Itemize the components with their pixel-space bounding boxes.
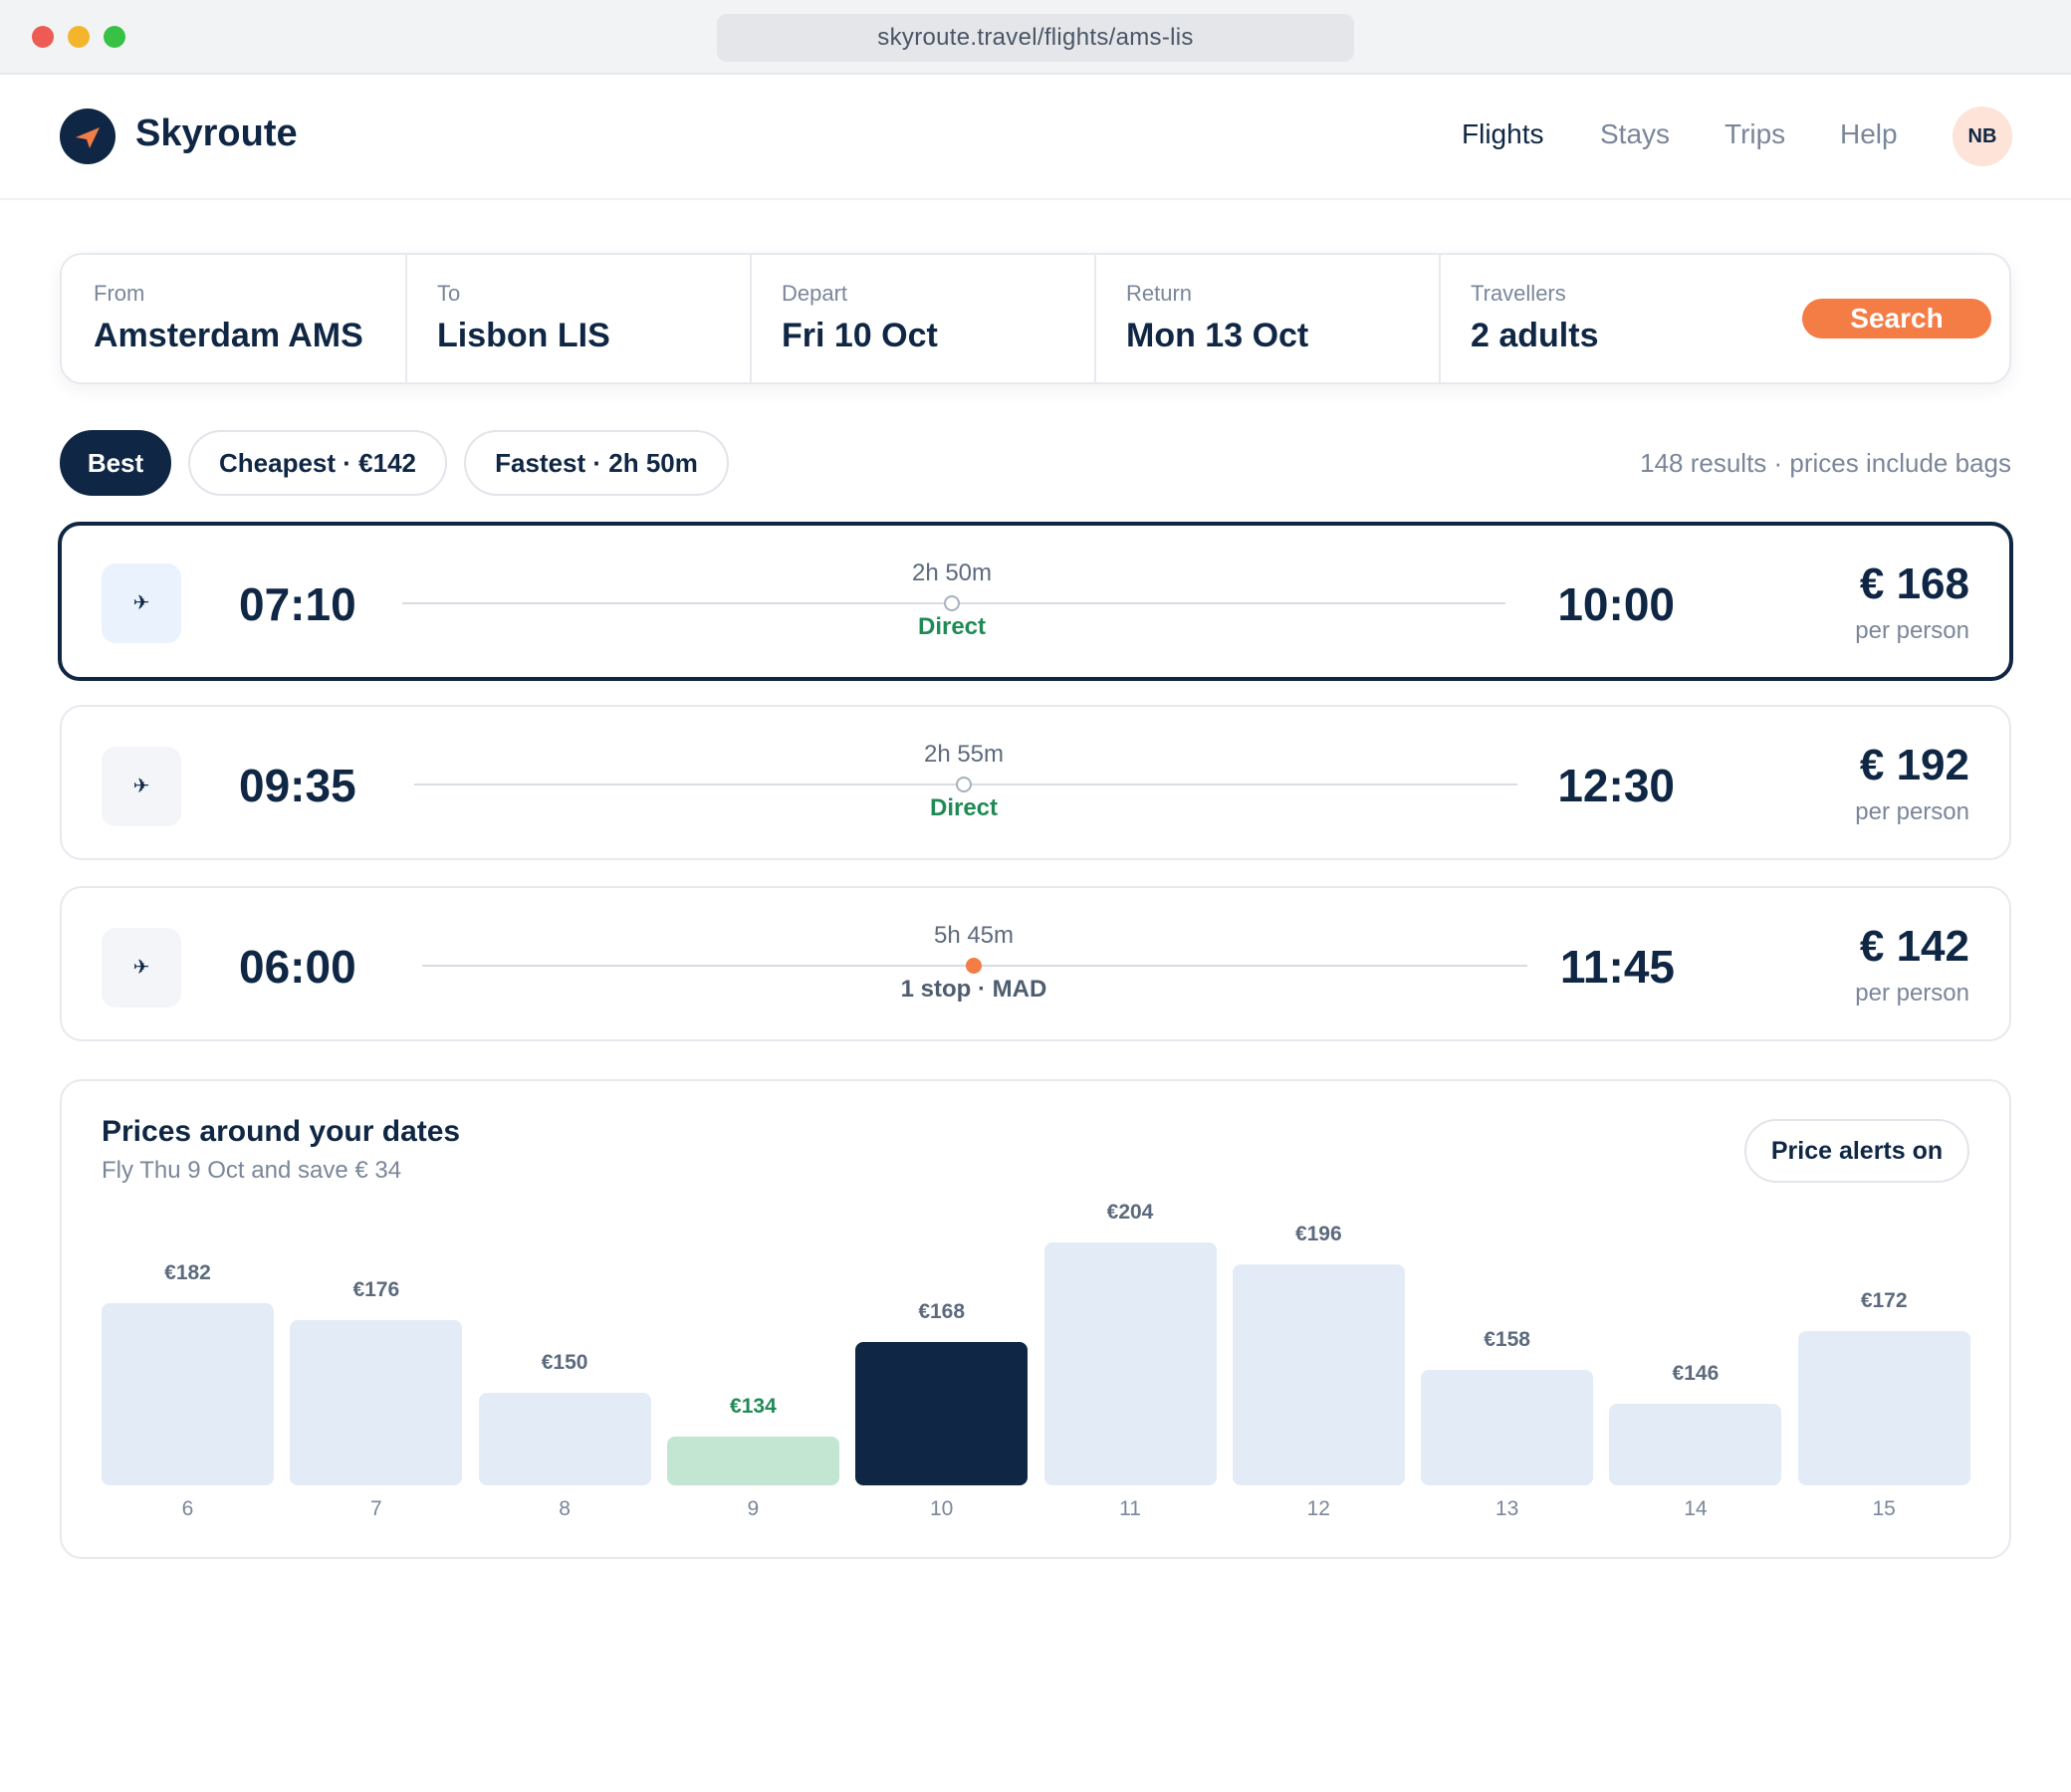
- day-label: 6: [181, 1497, 194, 1520]
- to-label: To: [437, 281, 461, 306]
- airplane-icon: ✈: [102, 747, 181, 826]
- price-bar[interactable]: [855, 1342, 1029, 1485]
- bar-price-label: €196: [1294, 1223, 1342, 1246]
- tab-cheapest[interactable]: Cheapest · €142: [188, 430, 447, 496]
- arrival-time: 11:45: [1559, 941, 1675, 993]
- flight-price: € 168: [1859, 560, 1969, 608]
- price-bar[interactable]: [290, 1319, 463, 1485]
- flight-duration: 2h 55m: [923, 741, 1005, 768]
- day-label: 9: [747, 1497, 760, 1520]
- flight-card[interactable]: ✈ 06:00 5h 45m 1 stop · MAD 11:45 € 142 …: [60, 886, 2011, 1041]
- travellers-field[interactable]: Travellers 2 adults: [1439, 255, 1777, 382]
- maximize-window-button[interactable]: [104, 26, 125, 48]
- from-field[interactable]: From Amsterdam AMS: [62, 255, 405, 382]
- results-count: 148 results · prices include bags: [1640, 448, 2011, 478]
- search-bar: From Amsterdam AMS To Lisbon LIS Depart …: [60, 253, 2011, 384]
- calendar-subtitle: Fly Thu 9 Oct and save € 34: [102, 1157, 402, 1184]
- price-unit: per person: [1855, 798, 1969, 825]
- bar-price-label: €146: [1672, 1361, 1720, 1385]
- day-label: 8: [559, 1497, 571, 1520]
- address-bar[interactable]: skyroute.travel/flights/ams-lis: [717, 14, 1354, 62]
- arrival-time: 10:00: [1557, 578, 1675, 630]
- airplane-icon: ✈: [102, 563, 181, 643]
- day-label: 15: [1872, 1497, 1896, 1520]
- from-value: Amsterdam AMS: [94, 317, 363, 354]
- site-header: Skyroute Flights Stays Trips Help NB: [0, 77, 2071, 200]
- brand-name[interactable]: Skyroute: [135, 112, 298, 154]
- departure-time: 07:10: [239, 578, 356, 630]
- depart-field[interactable]: Depart Fri 10 Oct: [750, 255, 1094, 382]
- bar-price-label: €182: [164, 1261, 211, 1285]
- flight-duration: 2h 50m: [911, 560, 993, 586]
- day-label: 7: [369, 1497, 382, 1520]
- price-bar[interactable]: [1609, 1403, 1782, 1485]
- stops-info: 1 stop · MAD: [900, 976, 1047, 1003]
- avatar[interactable]: NB: [1953, 107, 2012, 166]
- depart-label: Depart: [782, 281, 848, 306]
- return-value: Mon 13 Oct: [1126, 317, 1309, 354]
- nav-stays[interactable]: Stays: [1600, 118, 1671, 149]
- flight-price: € 192: [1859, 741, 1969, 789]
- minimize-window-button[interactable]: [68, 26, 90, 48]
- field-divider: [1094, 255, 1096, 382]
- flight-price: € 142: [1859, 922, 1969, 971]
- price-bar[interactable]: [666, 1437, 839, 1485]
- search-button[interactable]: Search: [1802, 299, 1991, 338]
- travellers-value: 2 adults: [1471, 317, 1599, 354]
- flight-card[interactable]: ✈ 09:35 2h 55m Direct 12:30 € 192 per pe…: [60, 705, 2011, 860]
- nav-help[interactable]: Help: [1840, 118, 1898, 149]
- bar-price-label: €172: [1860, 1289, 1908, 1313]
- logo-icon[interactable]: [60, 109, 115, 164]
- bar-price-label: €168: [918, 1300, 966, 1324]
- departure-time: 09:35: [239, 760, 356, 811]
- tab-fastest[interactable]: Fastest · 2h 50m: [464, 430, 729, 496]
- route-midpoint: [944, 595, 960, 611]
- to-field[interactable]: To Lisbon LIS: [405, 255, 750, 382]
- price-unit: per person: [1855, 617, 1969, 644]
- day-label: 11: [1119, 1497, 1141, 1520]
- route-midpoint: [956, 777, 972, 792]
- day-label: 12: [1306, 1497, 1330, 1520]
- day-label: 13: [1495, 1497, 1519, 1520]
- price-bar[interactable]: [1043, 1241, 1217, 1485]
- bar-price-label: €176: [352, 1277, 400, 1301]
- day-label: 10: [930, 1497, 954, 1520]
- flight-card[interactable]: ✈ 07:10 2h 50m Direct 10:00 € 168 per pe…: [58, 522, 2013, 681]
- nav-flights[interactable]: Flights: [1462, 118, 1544, 149]
- price-bar[interactable]: [1232, 1264, 1405, 1485]
- browser-chrome: skyroute.travel/flights/ams-lis: [0, 0, 2071, 75]
- price-bar[interactable]: [1797, 1331, 1970, 1485]
- field-divider: [1439, 255, 1441, 382]
- day-label: 14: [1684, 1497, 1708, 1520]
- price-bar[interactable]: [1421, 1370, 1594, 1485]
- price-bar[interactable]: [478, 1392, 651, 1485]
- close-window-button[interactable]: [32, 26, 54, 48]
- stops-info: Direct: [917, 613, 987, 640]
- layover-dot: [966, 958, 982, 974]
- to-value: Lisbon LIS: [437, 317, 610, 354]
- return-field[interactable]: Return Mon 13 Oct: [1094, 255, 1439, 382]
- return-label: Return: [1126, 281, 1193, 306]
- price-alerts-button[interactable]: Price alerts on: [1744, 1119, 1969, 1183]
- travellers-label: Travellers: [1471, 281, 1566, 306]
- tab-best[interactable]: Best: [60, 430, 171, 496]
- arrival-time: 12:30: [1557, 760, 1675, 811]
- bar-price-label: €150: [541, 1350, 588, 1374]
- price-unit: per person: [1855, 980, 1969, 1007]
- bar-price-label: €158: [1484, 1328, 1530, 1352]
- depart-value: Fri 10 Oct: [782, 317, 938, 354]
- bar-price-label: €204: [1106, 1200, 1154, 1224]
- from-label: From: [94, 281, 145, 306]
- field-divider: [750, 255, 752, 382]
- nav-trips[interactable]: Trips: [1725, 118, 1786, 149]
- field-divider: [405, 255, 407, 382]
- calendar-title: Prices around your dates: [102, 1115, 461, 1148]
- bar-price-label: €134: [730, 1395, 777, 1419]
- departure-time: 06:00: [239, 941, 356, 993]
- flight-duration: 5h 45m: [933, 922, 1015, 949]
- stops-info: Direct: [929, 794, 999, 821]
- airplane-icon: ✈: [102, 928, 181, 1008]
- price-calendar: Prices around your dates Fly Thu 9 Oct a…: [60, 1079, 2011, 1559]
- price-bar[interactable]: [102, 1303, 274, 1485]
